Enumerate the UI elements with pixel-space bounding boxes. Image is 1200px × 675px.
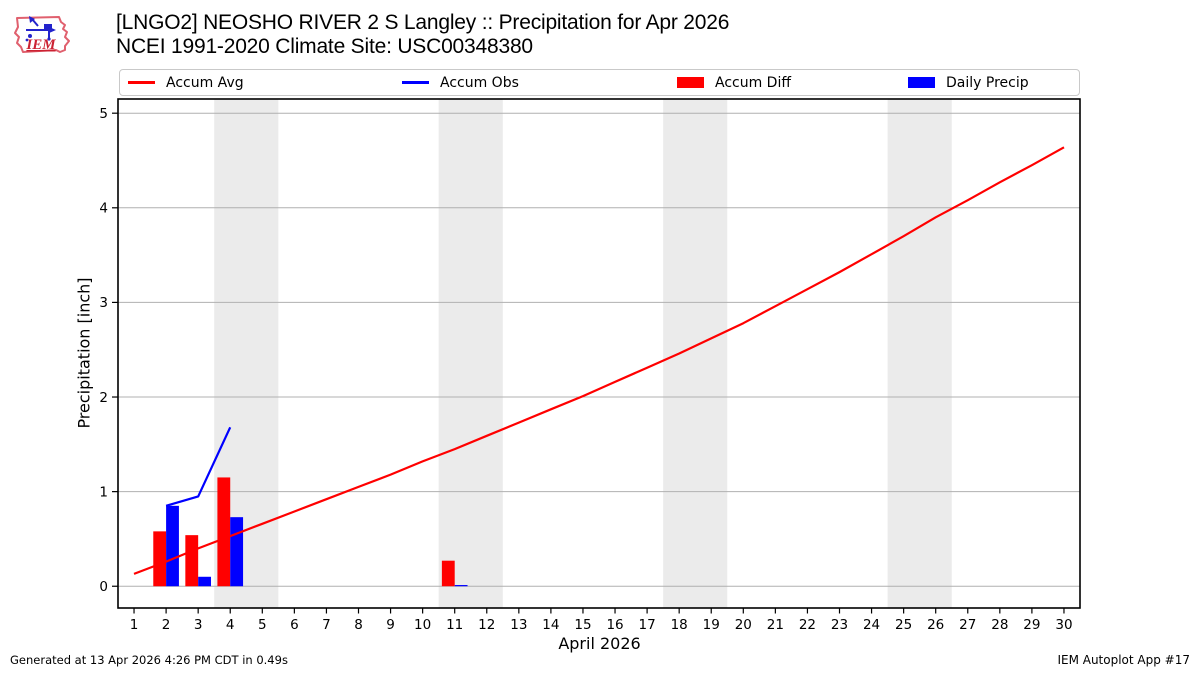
weekend-band [438,99,503,608]
x-tick-label: 12 [478,617,495,633]
x-tick-label: 27 [959,617,976,633]
daily-precip-bar [166,505,179,587]
x-tick-label: 4 [226,617,235,633]
x-tick-label: 28 [991,617,1008,633]
x-tick-label: 11 [446,617,463,633]
accum-obs-line-swatch [402,81,429,84]
y-tick-label: 2 [99,390,108,406]
weekend-band [663,99,728,608]
x-tick-label: 24 [863,617,880,633]
y-tick-label: 4 [99,201,108,217]
iem-logo-graphic: IEM [14,16,70,53]
legend-item-accum-avg: Accum Avg [128,70,244,95]
x-tick-label: 25 [895,617,912,633]
x-tick-label: 8 [354,617,363,633]
y-axis-label: Precipitation [inch] [74,277,94,429]
x-tick-label: 23 [831,617,848,633]
x-axis-label: April 2026 [558,634,641,653]
daily-precip-bar-swatch [908,77,935,88]
daily-precip-bar [198,576,211,587]
x-tick-label: 2 [162,617,171,633]
x-tick-label: 17 [639,617,656,633]
weekend-band [887,99,952,608]
x-tick-label: 5 [258,617,267,633]
accum-diff-bar [153,531,167,587]
x-tick-label: 30 [1055,617,1072,633]
iowa-outline-icon [14,16,70,53]
x-tick-label: 10 [414,617,431,633]
legend-label: Daily Precip [946,74,1029,91]
y-tick-label: 0 [99,579,108,595]
chart-subtitle: NCEI 1991-2020 Climate Site: USC00348380 [116,35,533,58]
daily-precip-bar [230,517,244,587]
title-block: [LNGO2] NEOSHO RIVER 2 S Langley :: Prec… [116,11,729,59]
x-tick-label: 16 [606,617,623,633]
x-tick-label: 6 [290,617,299,633]
x-tick-label: 7 [322,617,331,633]
x-tick-label: 15 [574,617,591,633]
x-tick-label: 1 [130,617,139,633]
x-tick-label: 26 [927,617,944,633]
chart-title: [LNGO2] NEOSHO RIVER 2 S Langley :: Prec… [116,11,730,34]
weather-vane-icon [25,16,56,42]
iem-logo: IEM [8,6,74,64]
accum-diff-bar [185,535,199,587]
accum-diff-bar [217,477,231,587]
legend-item-accum-diff: Accum Diff [677,70,791,95]
x-tick-label: 9 [386,617,395,633]
x-tick-label: 3 [194,617,203,633]
x-tick-label: 14 [542,617,559,633]
daily-precip-bar [454,585,468,587]
x-tick-label: 13 [510,617,527,633]
y-tick-label: 1 [99,484,108,500]
legend-item-daily-precip: Daily Precip [908,70,1029,95]
x-tick-label: 18 [671,617,688,633]
y-tick-label: 5 [99,106,108,122]
legend-item-accum-obs: Accum Obs [402,70,519,95]
accum-avg-line-swatch [128,81,155,84]
legend-label: Accum Diff [715,74,792,91]
x-tick-label: 19 [703,617,720,633]
legend: Accum Avg Accum Obs Accum Diff Daily Pre… [119,69,1080,96]
x-tick-label: 20 [735,617,752,633]
legend-label: Accum Avg [166,74,244,91]
accum-diff-bar [441,560,455,587]
plot-border [117,98,1081,609]
x-tick-label: 29 [1023,617,1040,633]
x-tick-label: 21 [767,617,784,633]
legend-label: Accum Obs [440,74,519,91]
autoplot-app-id: IEM Autoplot App #17 [1057,653,1190,667]
x-tick-label: 22 [799,617,816,633]
generated-timestamp: Generated at 13 Apr 2026 4:26 PM CDT in … [10,653,288,667]
accum-obs-line [165,426,232,507]
y-tick-label: 3 [99,295,108,311]
iem-logo-text: IEM [25,37,56,53]
accum-diff-bar-swatch [677,77,704,88]
accum-avg-line [133,146,1065,575]
